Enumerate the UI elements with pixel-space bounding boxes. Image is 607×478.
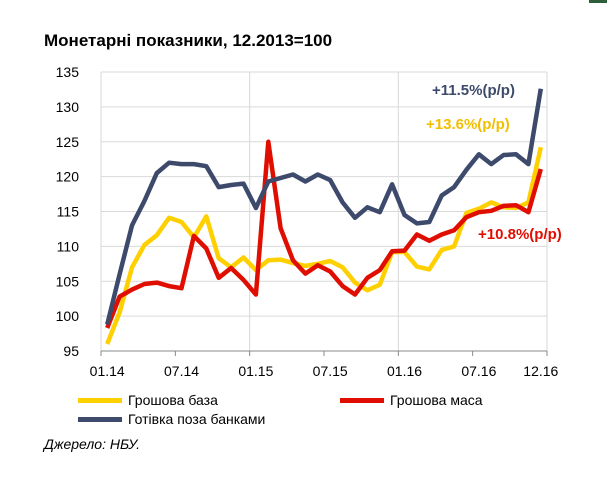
series-line-2: [105, 88, 544, 326]
y-tick-label: 105: [56, 273, 80, 289]
y-tick-label: 120: [56, 169, 80, 185]
annotation-base: +13.6%(p/p): [426, 116, 510, 133]
legend-label: Готівка поза банками: [128, 411, 266, 427]
y-tick-label: 110: [57, 238, 80, 254]
y-tick-label: 125: [56, 134, 80, 150]
legend-swatch: [340, 397, 384, 403]
annotation-cash: +11.5%(p/p): [432, 82, 515, 99]
y-tick-label: 95: [63, 343, 79, 359]
x-tick-label: 07.15: [313, 363, 348, 379]
x-tick-label: 01.14: [90, 363, 125, 379]
legend-item-cash: Готівка поза банками: [78, 411, 265, 427]
legend-label: Грошова база: [128, 392, 218, 408]
legend-label: Грошова маса: [390, 392, 483, 408]
legend-swatch: [78, 416, 122, 422]
legend-item-mass: Грошова маса: [340, 392, 483, 408]
series-line-0: [105, 146, 543, 345]
x-tick-label: 01.16: [387, 363, 422, 379]
x-tick-label: 07.16: [461, 363, 496, 379]
corner-accent: [589, 0, 607, 3]
chart-title: Монетарні показники, 12.2013=100: [44, 31, 333, 50]
x-tick-label: 12.16: [523, 363, 558, 379]
series-line-1: [105, 139, 543, 329]
legend-item-base: Грошова база: [78, 392, 218, 408]
x-tick-label: 01.15: [238, 363, 273, 379]
y-tick-label: 130: [56, 99, 80, 115]
source-note: Джерело: НБУ.: [44, 436, 141, 452]
annotation-mass: +10.8%(p/p): [478, 226, 562, 243]
y-tick-label: 135: [56, 64, 80, 80]
y-tick-label: 100: [56, 308, 80, 324]
legend-swatch: [78, 397, 122, 403]
x-tick-label: 07.14: [164, 363, 199, 379]
y-tick-label: 115: [57, 204, 80, 220]
